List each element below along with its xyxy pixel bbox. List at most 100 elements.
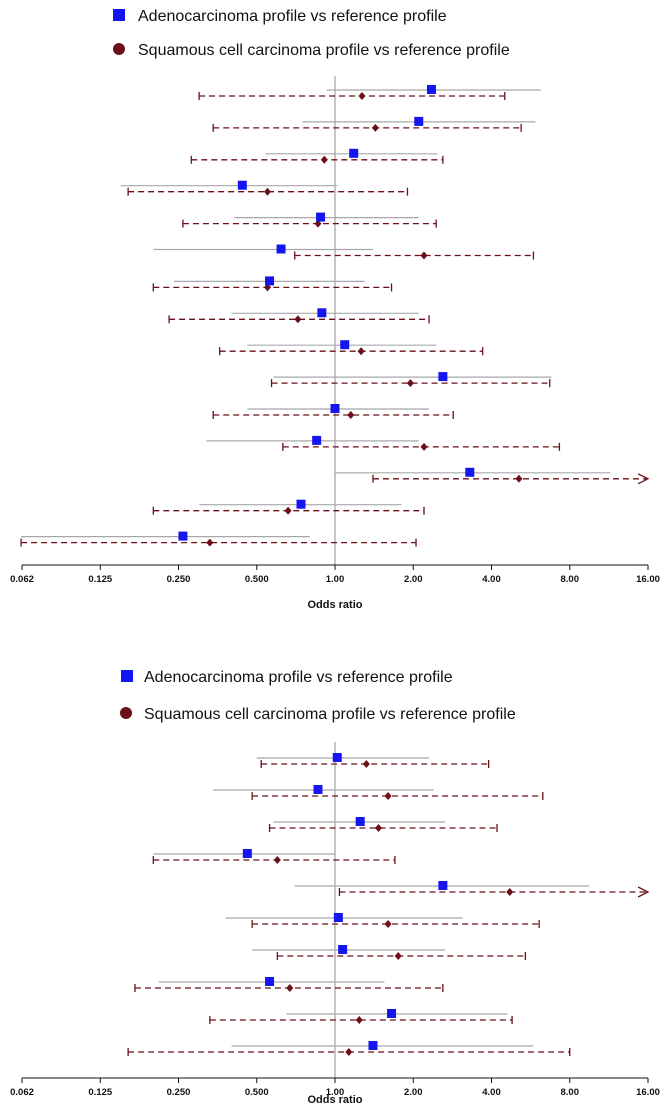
forest-plot-bottom: Adenocarcinoma profile vs reference prof…	[10, 669, 660, 1105]
squamous-point	[286, 984, 294, 992]
forest-row	[120, 180, 409, 196]
x-tick-label: 0.125	[88, 574, 112, 585]
forest-row	[294, 881, 650, 898]
adeno-point	[317, 308, 327, 318]
squamous-ci-arrow-icon	[637, 886, 650, 898]
adeno-point	[340, 340, 350, 350]
adeno-point	[333, 913, 343, 922]
squamous-point	[264, 187, 272, 196]
x-tick-label: 0.250	[167, 574, 191, 585]
x-tick-label: 8.00	[561, 1087, 580, 1098]
adeno-point	[438, 372, 448, 382]
x-axis-title: Odds ratio	[307, 599, 362, 611]
forest-row	[198, 85, 541, 100]
x-axis: 0.062 0.125 0.250 0.500 1.00 2.00 4.00 8.00 16.0…	[10, 1077, 660, 1098]
forest-row	[206, 435, 561, 451]
x-tick-label: 4.00	[482, 574, 501, 585]
x-axis-title: Odds ratio	[307, 1094, 362, 1105]
legend-adeno-square-icon	[121, 670, 133, 682]
x-tick-label: 16.00	[636, 1087, 660, 1098]
forest-row	[182, 212, 437, 228]
x-tick-label: 0.062	[10, 1087, 34, 1098]
forest-row	[168, 308, 430, 324]
legend-adeno-label: Adenocarcinoma profile vs reference prof…	[144, 669, 453, 686]
adeno-point	[332, 753, 342, 762]
x-tick-label: 2.00	[404, 1087, 423, 1098]
forest-row	[152, 276, 393, 292]
x-tick-label: 0.062	[10, 574, 34, 585]
squamous-point	[273, 856, 281, 864]
squamous-point	[420, 442, 428, 451]
squamous-point	[206, 538, 214, 547]
squamous-point	[394, 952, 402, 960]
adeno-point	[465, 467, 475, 477]
squamous-point	[347, 411, 355, 419]
squamous-point	[358, 92, 366, 100]
adeno-point	[316, 212, 326, 222]
adeno-point	[330, 404, 340, 413]
adeno-point	[312, 435, 322, 445]
legend: Adenocarcinoma profile vs reference prof…	[113, 8, 510, 59]
x-tick-label: 0.500	[245, 1087, 269, 1098]
adeno-point	[242, 849, 252, 858]
squamous-point	[420, 251, 428, 260]
legend-adeno-square-icon	[113, 9, 125, 21]
squamous-point	[357, 347, 365, 356]
adeno-point	[414, 116, 424, 126]
x-tick-label: 0.500	[245, 574, 269, 585]
x-tick-label: 2.00	[404, 574, 423, 585]
forest-row	[152, 849, 396, 864]
forest-row	[256, 753, 490, 768]
squamous-point	[320, 155, 328, 164]
adeno-point	[426, 85, 436, 94]
forest-row	[152, 499, 425, 515]
legend-squamous-label: Squamous cell carcinoma profile vs refer…	[144, 706, 516, 723]
legend-squamous-circle-icon	[120, 707, 132, 719]
squamous-point	[406, 379, 414, 388]
adeno-point	[338, 945, 348, 954]
adeno-point	[237, 180, 247, 190]
squamous-point	[284, 506, 292, 515]
squamous-point	[384, 920, 392, 928]
legend-squamous-label: Squamous cell carcinoma profile vs refer…	[138, 42, 510, 59]
adeno-point	[265, 977, 275, 986]
squamous-point	[515, 474, 523, 483]
adeno-point	[387, 1009, 397, 1018]
x-tick-label: 4.00	[482, 1087, 501, 1098]
x-tick-label: 16.00	[636, 574, 660, 585]
forest-row	[212, 404, 454, 419]
legend-adeno-label: Adenocarcinoma profile vs reference prof…	[138, 8, 447, 25]
forest-plot-top: Adenocarcinoma profile vs reference prof…	[10, 8, 660, 611]
forest-row	[153, 244, 535, 260]
legend-squamous-circle-icon	[113, 43, 125, 55]
forest-row	[219, 340, 484, 356]
forest-row	[268, 817, 498, 832]
x-axis: 0.062 0.125 0.250 0.500 1.00 2.00 4.00 8.00 16.0…	[10, 564, 660, 585]
adeno-point	[355, 817, 365, 826]
adeno-point	[438, 881, 448, 890]
adeno-point	[349, 148, 359, 158]
forest-row	[190, 148, 444, 164]
adeno-point	[265, 276, 275, 286]
forest-row	[127, 1041, 571, 1056]
squamous-point	[345, 1048, 353, 1056]
squamous-point	[371, 123, 379, 132]
x-tick-label: 8.00	[561, 574, 580, 585]
squamous-point	[355, 1016, 363, 1024]
adeno-point	[178, 531, 188, 541]
forest-row	[213, 785, 544, 800]
squamous-point	[506, 888, 514, 896]
forest-row	[270, 372, 552, 388]
data-rows	[127, 742, 650, 1078]
x-tick-label: 1.00	[326, 574, 345, 585]
forest-row	[335, 467, 650, 485]
legend: Adenocarcinoma profile vs reference prof…	[120, 669, 516, 723]
forest-row	[212, 116, 536, 132]
x-tick-label: 0.125	[88, 1087, 112, 1098]
adeno-point	[313, 785, 323, 794]
squamous-point	[374, 824, 382, 832]
squamous-ci-arrow-icon	[637, 473, 650, 485]
x-tick-label: 1.00	[326, 1087, 345, 1098]
forest-row	[209, 1009, 513, 1024]
